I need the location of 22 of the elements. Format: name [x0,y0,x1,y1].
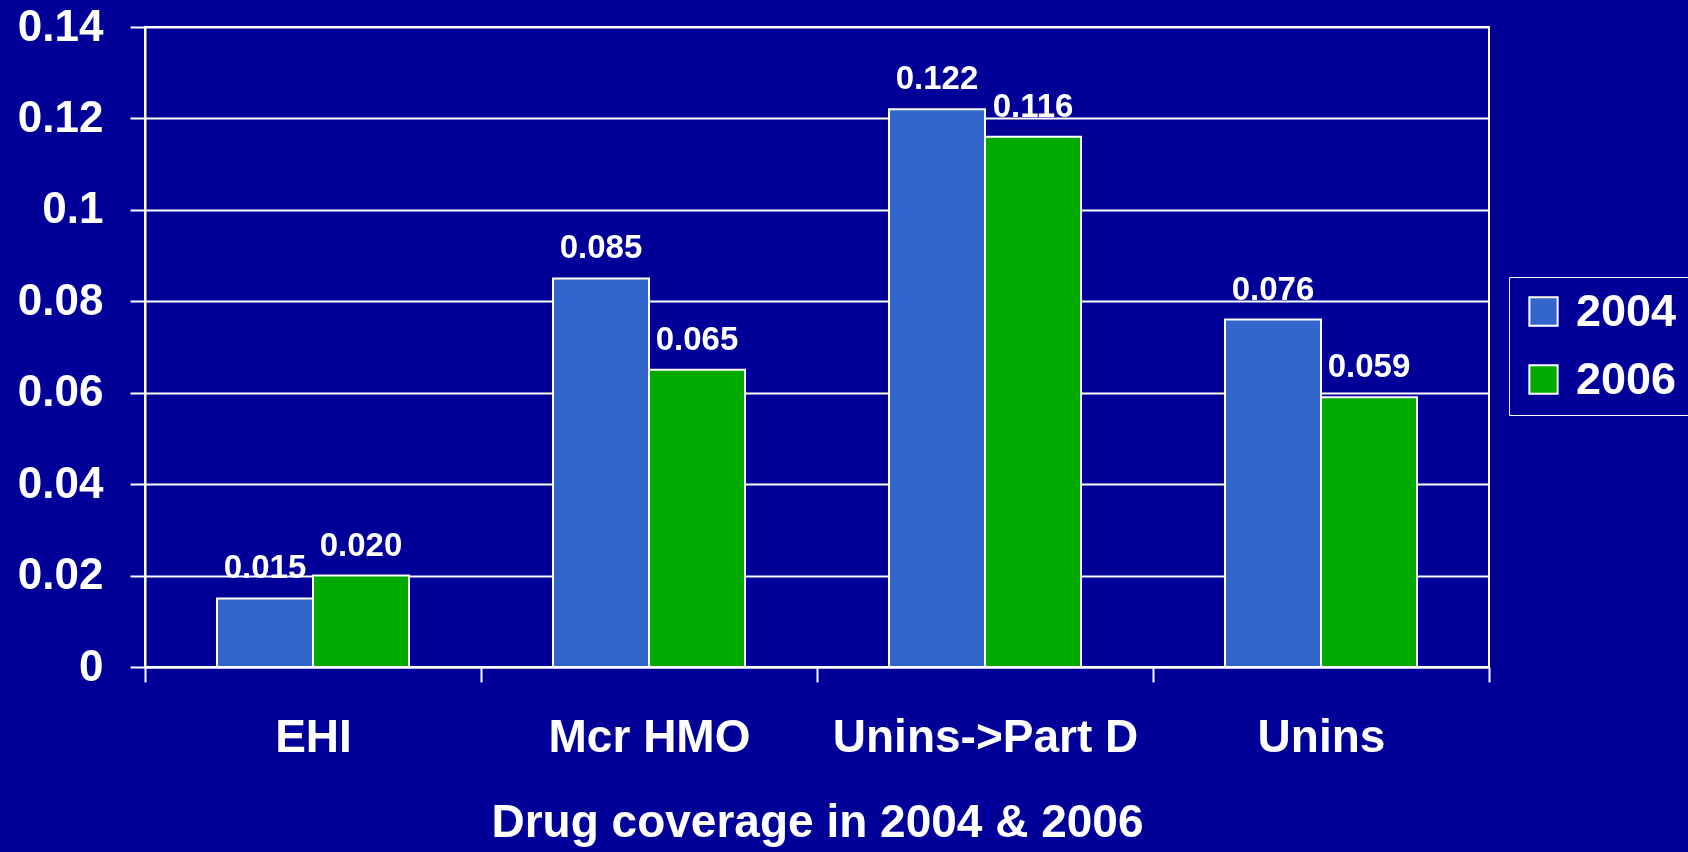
y-tick-label: 0.06 [17,366,104,416]
legend-label: 2004 [1576,284,1677,336]
x-axis-title: Drug coverage in 2004 & 2006 [491,794,1144,847]
y-tick-label: 0.1 [42,183,104,233]
y-tick-label: 0.14 [17,0,105,50]
y-tick-label: 0.12 [17,91,104,141]
y-tick-label: 0.04 [17,457,105,507]
data-label: 0.065 [655,319,739,357]
data-label: 0.059 [1327,347,1411,385]
y-tick-label: 0 [79,640,104,690]
data-label: 0.085 [559,228,643,266]
x-tick-label: EHI [275,709,352,762]
data-label: 0.076 [1231,269,1315,307]
data-label: 0.116 [992,86,1074,124]
data-label: 0.122 [895,59,979,97]
y-tick-label: 0.02 [17,549,104,599]
x-tick-label: Unins [1257,709,1386,762]
data-label: 0.020 [319,525,403,563]
y-tick-label: 0.08 [17,274,104,324]
legend-label: 2006 [1576,352,1677,404]
x-tick-label: Mcr HMO [548,709,751,762]
x-tick-label: Unins->Part D [832,709,1139,762]
